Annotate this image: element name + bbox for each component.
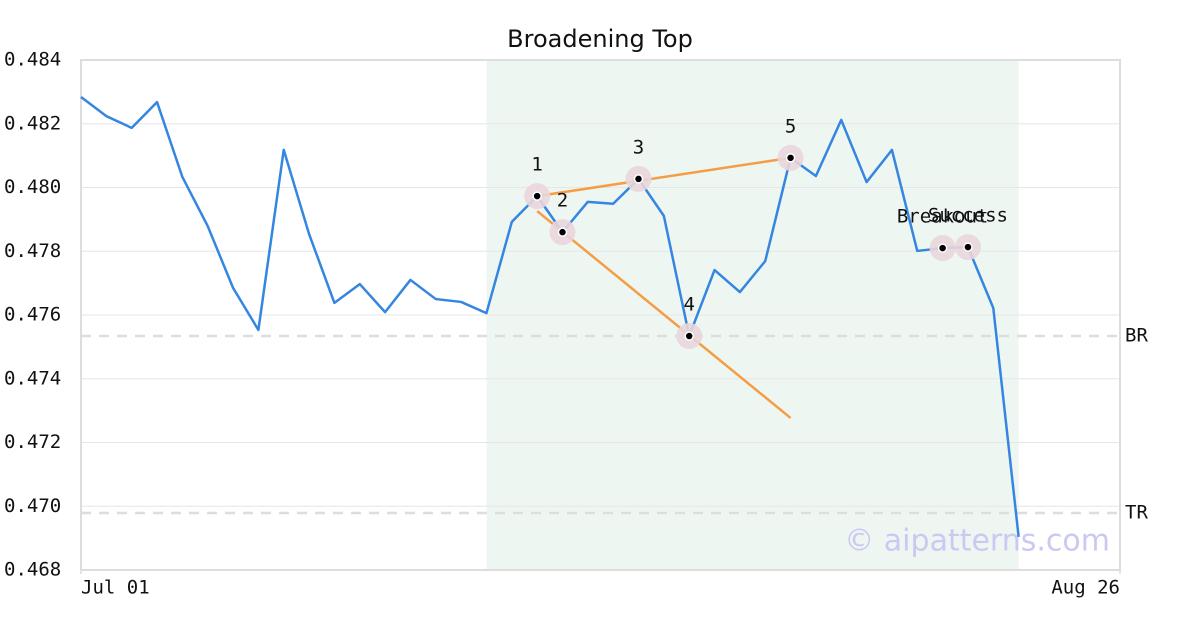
point-label: Success <box>928 205 1008 227</box>
point-marker <box>633 174 644 184</box>
level-label: BR <box>1125 325 1148 347</box>
price-line <box>80 95 1020 537</box>
point-marker <box>532 191 542 201</box>
y-tick-label: 0.476 <box>4 304 61 326</box>
y-tick-label: 0.470 <box>4 495 61 517</box>
point-label: Breakout <box>897 206 989 228</box>
watermark: © aipatterns.com <box>844 524 1110 559</box>
y-tick-label: 0.480 <box>4 176 61 198</box>
x-tick-label: Jul 01 <box>81 577 150 599</box>
point-label: 3 <box>633 136 644 158</box>
point-marker <box>785 153 796 163</box>
x-tick-label: Aug 26 <box>1051 577 1120 599</box>
y-tick-label: 0.484 <box>4 49 61 71</box>
point-label: 4 <box>683 294 694 316</box>
point-label: 1 <box>531 154 542 176</box>
point-marker <box>557 227 568 237</box>
plot-frame <box>80 59 1121 571</box>
point-label: 5 <box>785 115 796 137</box>
point-marker <box>963 242 973 252</box>
y-tick-label: 0.468 <box>4 559 61 581</box>
trend-line <box>536 210 792 419</box>
y-tick-label: 0.474 <box>4 367 61 389</box>
point-marker <box>684 331 694 341</box>
y-tick-label: 0.482 <box>4 112 61 134</box>
y-tick-label: 0.472 <box>4 431 61 453</box>
y-tick-label: 0.478 <box>4 240 61 262</box>
trend-line <box>536 156 791 198</box>
point-marker <box>937 243 948 253</box>
chart-title: Broadening Top <box>507 25 693 53</box>
point-label: 2 <box>557 190 568 212</box>
level-label: TR <box>1125 501 1148 523</box>
